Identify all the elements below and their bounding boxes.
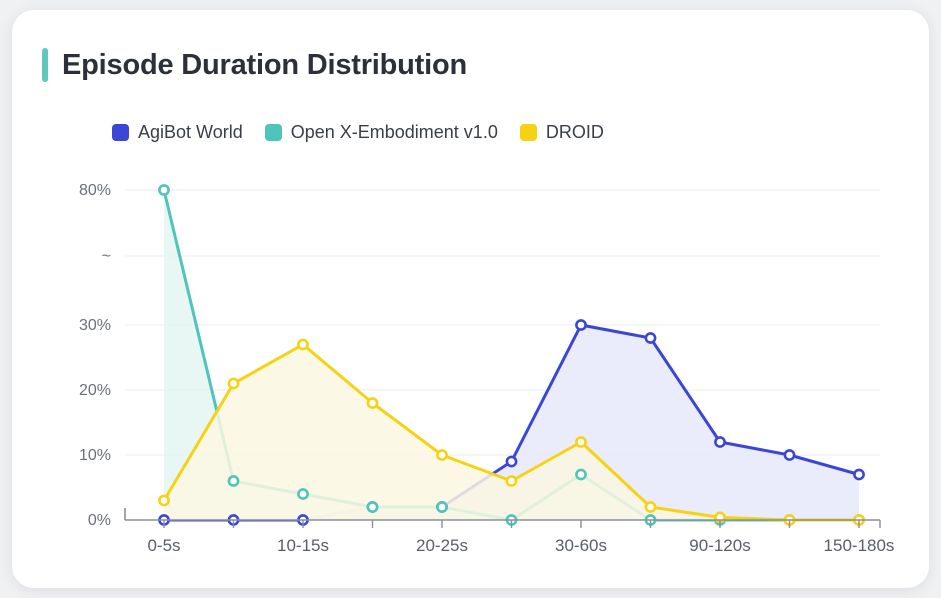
card-header: Episode Duration Distribution: [42, 48, 467, 82]
y-axis-tick-label: 10%: [79, 447, 111, 464]
data-point-marker[interactable]: [575, 436, 587, 448]
data-point-marker[interactable]: [158, 494, 170, 507]
data-point-marker[interactable]: [575, 468, 587, 481]
data-point-marker[interactable]: [505, 475, 518, 487]
y-axis-tick-label: 80%: [79, 182, 111, 199]
data-point-marker[interactable]: [297, 338, 309, 351]
x-axis-tick-label: 10-15s: [277, 536, 329, 555]
legend-item-label: AgiBot World: [138, 122, 243, 142]
data-point-marker[interactable]: [644, 332, 657, 344]
legend-swatch-icon: [112, 124, 129, 141]
data-point-marker[interactable]: [227, 475, 240, 487]
chart-plot-area: 0% 10% 20% 30% ~80% 0-5s 10-15s 20-25s 30-60s 90-…: [12, 10, 929, 588]
chart-legend: AgiBot World Open X-Embodiment v1.0 DROID: [112, 122, 604, 143]
data-point-marker[interactable]: [714, 436, 726, 448]
y-axis-tick-label: 0%: [88, 512, 111, 529]
data-point-marker[interactable]: [644, 501, 657, 513]
x-axis-tick-label: 150-180s: [824, 536, 895, 555]
legend-item-label: Open X-Embodiment v1.0: [290, 122, 498, 142]
series-area: [164, 344, 859, 520]
page-title: Episode Duration Distribution: [62, 48, 468, 81]
data-point-marker[interactable]: [158, 184, 170, 196]
y-axis-tick-label: 20%: [79, 382, 111, 399]
data-point-marker[interactable]: [436, 449, 448, 461]
legend-item[interactable]: Open X-Embodiment v1.0: [264, 122, 498, 143]
x-axis-tick-label: 20-25s: [416, 536, 468, 555]
data-point-marker[interactable]: [783, 449, 796, 461]
line-chart-svg: 0% 10% 20% 30% ~80% 0-5s 10-15s 20-25s 30-60s 90-…: [79, 182, 895, 555]
data-point-marker[interactable]: [366, 397, 379, 409]
y-axis-tick-label: 30%: [79, 317, 111, 334]
y-axis-tick-label: ~: [102, 248, 111, 265]
data-point-marker[interactable]: [505, 455, 518, 468]
data-point-marker[interactable]: [366, 501, 379, 513]
legend-item[interactable]: AgiBot World: [112, 122, 243, 143]
data-point-marker[interactable]: [575, 319, 587, 331]
series-area: [164, 325, 859, 520]
legend-swatch-icon: [264, 124, 282, 141]
legend-item[interactable]: DROID: [519, 122, 604, 143]
data-point-marker[interactable]: [436, 501, 448, 513]
x-axis-tick-label: 30-60s: [555, 536, 607, 555]
x-axis-tick-label: 0-5s: [147, 536, 180, 555]
legend-swatch-icon: [519, 124, 537, 141]
data-point-marker[interactable]: [853, 468, 865, 481]
accent-bar: [42, 48, 48, 82]
legend-item-label: DROID: [545, 122, 604, 142]
data-point-marker[interactable]: [297, 488, 309, 500]
data-point-marker[interactable]: [227, 377, 240, 390]
x-axis-tick-label: 90-120s: [689, 536, 750, 555]
chart-card: Episode Duration Distribution AgiBot Wor…: [12, 10, 929, 588]
